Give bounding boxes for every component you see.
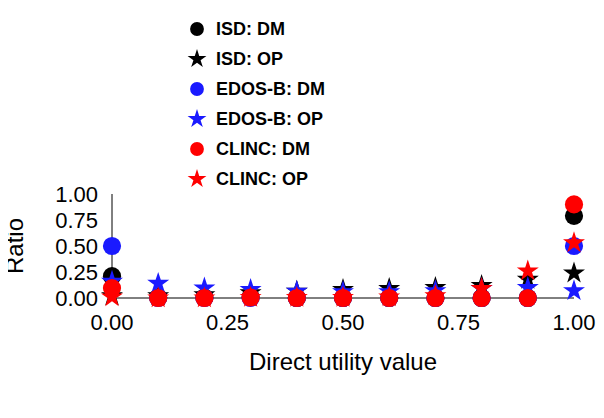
svg-text:1.00: 1.00 (55, 182, 98, 207)
html-text:EDOS-B: OP: EDOS-B: OP (216, 108, 323, 129)
svg-text:0.25: 0.25 (55, 260, 98, 285)
svg-text:0.00: 0.00 (91, 310, 134, 335)
html-text:ISD: OP: ISD: OP (216, 48, 283, 69)
svg-text:0.50: 0.50 (322, 310, 365, 335)
svg-text:0.25: 0.25 (206, 310, 249, 335)
svg-text:0.00: 0.00 (55, 286, 98, 311)
svg-text:0.75: 0.75 (55, 208, 98, 233)
svg-text:Direct utility value: Direct utility value (249, 348, 437, 375)
svg-text:0.75: 0.75 (437, 310, 480, 335)
svg-text:0.50: 0.50 (55, 234, 98, 259)
html-text:CLINC: OP: CLINC: OP (216, 168, 308, 189)
html-text:CLINC: DM: CLINC: DM (216, 138, 310, 159)
svg-text:1.00: 1.00 (553, 310, 596, 335)
html-text:ISD: DM: ISD: DM (216, 18, 285, 39)
html-text:EDOS-B: DM: EDOS-B: DM (216, 78, 325, 99)
svg-text:Ratio: Ratio (8, 218, 28, 274)
